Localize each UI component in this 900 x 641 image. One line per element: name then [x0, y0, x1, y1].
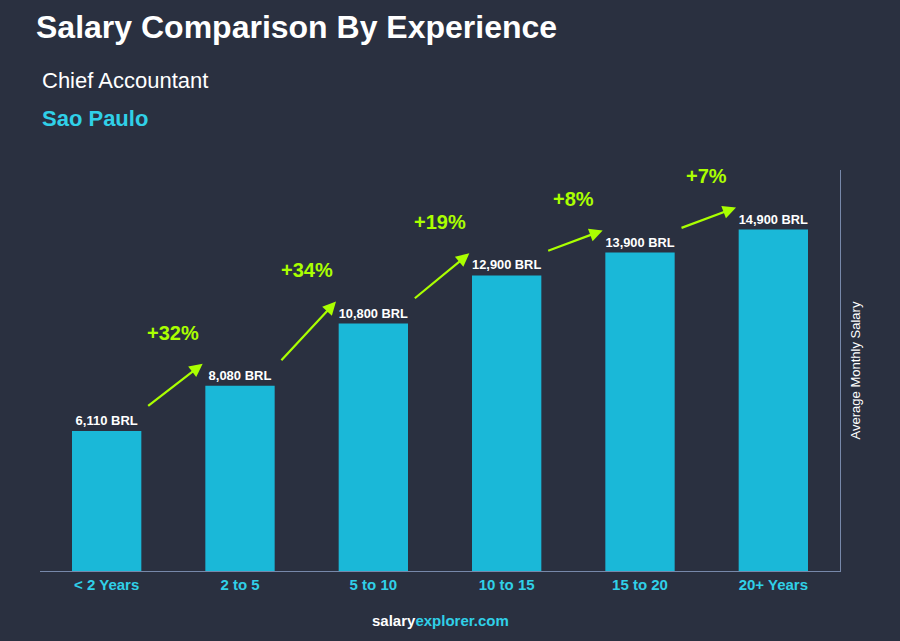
svg-text:12,900 BRL: 12,900 BRL	[472, 257, 541, 272]
svg-text:Sao Paulo: Sao Paulo	[42, 106, 148, 131]
svg-text:+34%: +34%	[281, 259, 333, 281]
svg-text:6,110 BRL: 6,110 BRL	[76, 413, 138, 428]
svg-text:+7%: +7%	[686, 165, 727, 187]
svg-text:< 2 Years: < 2 Years	[74, 576, 139, 593]
svg-text:5 to 10: 5 to 10	[350, 576, 398, 593]
svg-text:+8%: +8%	[553, 188, 594, 210]
svg-text:10,800 BRL: 10,800 BRL	[339, 306, 408, 321]
svg-text:+19%: +19%	[414, 211, 466, 233]
svg-text:2 to 5: 2 to 5	[220, 576, 259, 593]
svg-text:Salary Comparison By Experienc: Salary Comparison By Experience	[36, 9, 557, 45]
svg-text:13,900 BRL: 13,900 BRL	[605, 235, 674, 250]
svg-text:+32%: +32%	[147, 322, 199, 344]
svg-text:15 to 20: 15 to 20	[612, 576, 668, 593]
svg-text:8,080 BRL: 8,080 BRL	[209, 368, 272, 383]
svg-text:Average Monthly Salary: Average Monthly Salary	[848, 301, 863, 439]
svg-text:salaryexplorer.com: salaryexplorer.com	[372, 612, 509, 629]
svg-text:14,900 BRL: 14,900 BRL	[739, 212, 808, 227]
svg-text:Chief Accountant: Chief Accountant	[42, 68, 208, 93]
svg-text:10 to 15: 10 to 15	[479, 576, 535, 593]
svg-text:20+ Years: 20+ Years	[739, 576, 808, 593]
